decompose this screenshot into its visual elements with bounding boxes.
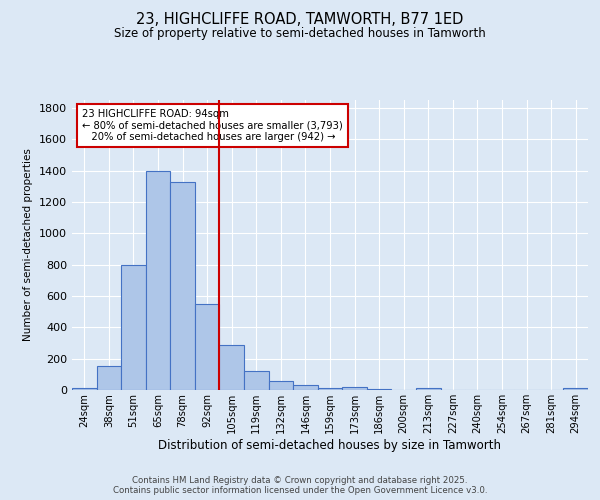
Bar (244, 371, 269, 390)
Bar (416, 388, 440, 390)
Text: Contains public sector information licensed under the Open Government Licence v3: Contains public sector information licen… (113, 486, 487, 495)
Text: 23, HIGHCLIFFE ROAD, TAMWORTH, B77 1ED: 23, HIGHCLIFFE ROAD, TAMWORTH, B77 1ED (136, 12, 464, 28)
Bar (318, 388, 342, 390)
Text: Contains HM Land Registry data © Crown copyright and database right 2025.: Contains HM Land Registry data © Crown c… (132, 476, 468, 485)
Bar (342, 387, 367, 390)
Bar (146, 170, 170, 390)
Bar (293, 386, 318, 390)
Bar (220, 344, 244, 390)
Bar (195, 304, 220, 390)
Bar (121, 264, 146, 390)
Bar (170, 182, 195, 390)
Bar (563, 388, 588, 390)
X-axis label: Distribution of semi-detached houses by size in Tamworth: Distribution of semi-detached houses by … (158, 438, 502, 452)
Y-axis label: Number of semi-detached properties: Number of semi-detached properties (23, 148, 34, 342)
Text: 23 HIGHCLIFFE ROAD: 94sqm
← 80% of semi-detached houses are smaller (3,793)
   2: 23 HIGHCLIFFE ROAD: 94sqm ← 80% of semi-… (82, 108, 343, 142)
Bar (97, 366, 121, 390)
Bar (269, 382, 293, 390)
Bar (72, 388, 97, 390)
Bar (367, 389, 391, 390)
Text: Size of property relative to semi-detached houses in Tamworth: Size of property relative to semi-detach… (114, 28, 486, 40)
